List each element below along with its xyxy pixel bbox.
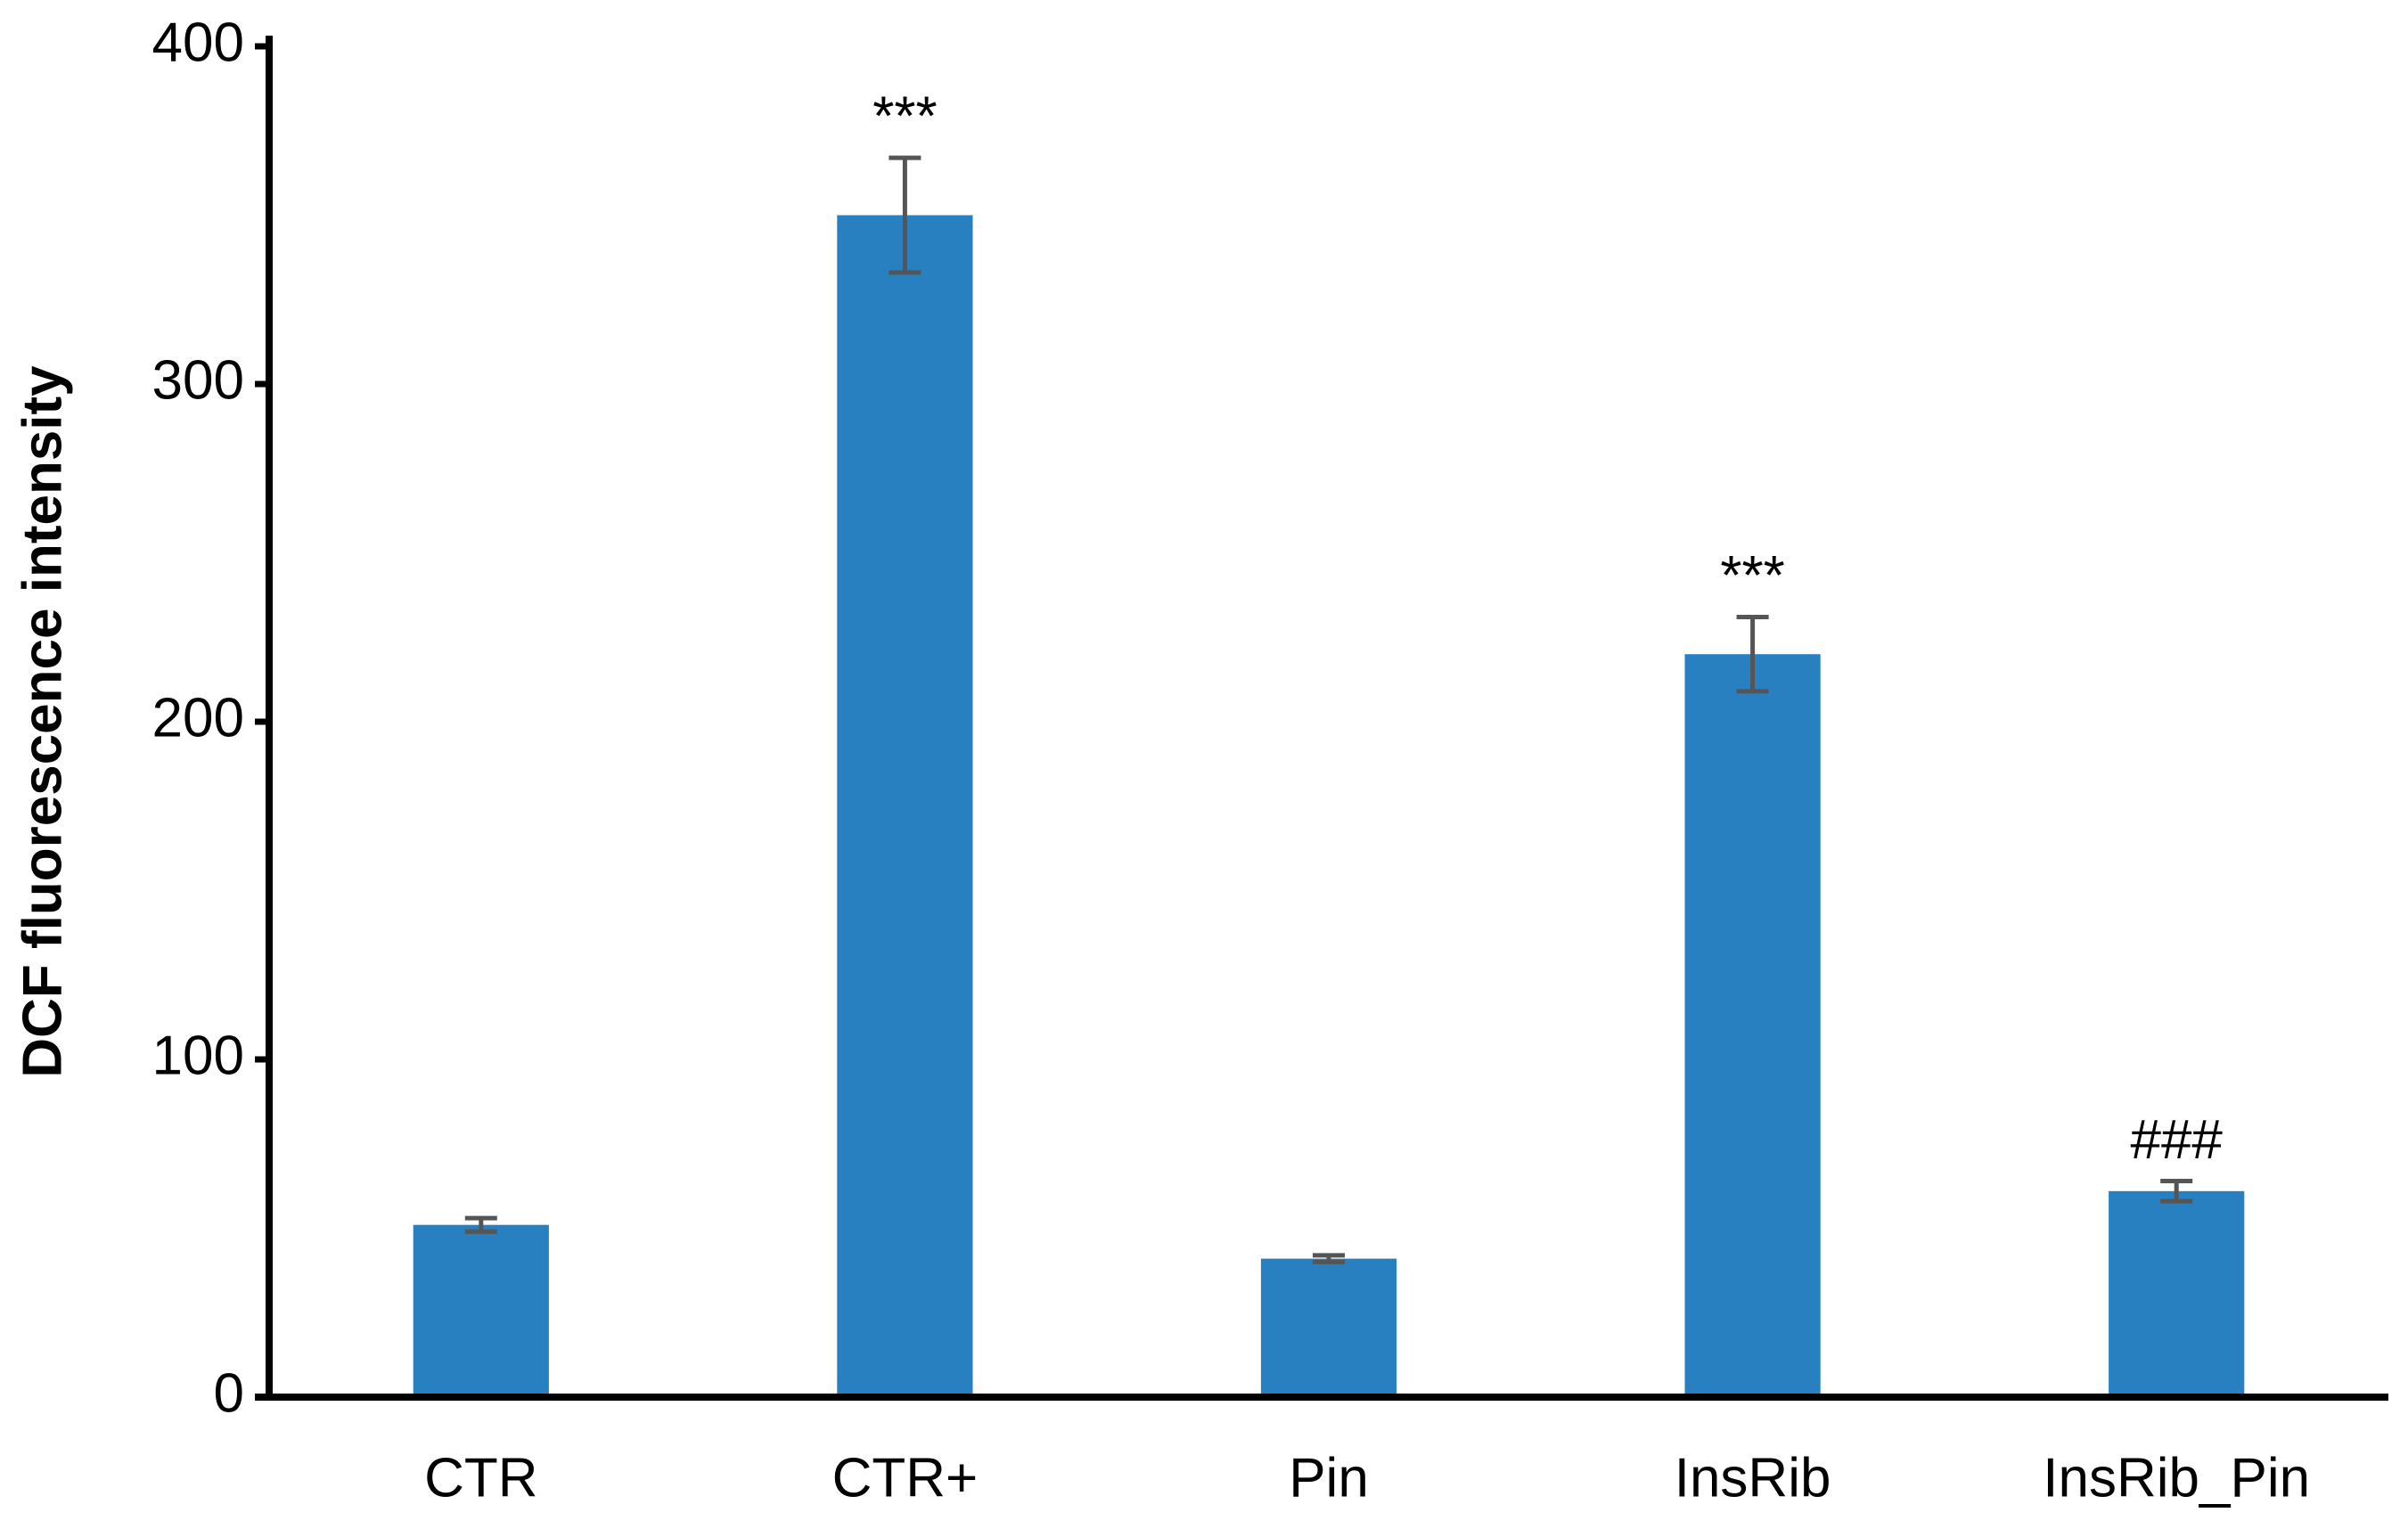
y-tick-label: 300 [152, 349, 244, 411]
x-tick-label: InsRib_Pin [2043, 1447, 2310, 1508]
significance-label: ### [2130, 1109, 2223, 1171]
x-tick-label: CTR [424, 1447, 537, 1508]
bar [413, 1224, 549, 1397]
x-tick-label: CTR+ [832, 1447, 979, 1508]
significance-label: *** [872, 86, 937, 147]
bar [837, 215, 973, 1397]
error-bar [464, 1215, 497, 1234]
error-bar [1313, 1253, 1345, 1264]
bar [1684, 654, 1821, 1397]
x-tick-label: Pin [1289, 1447, 1369, 1508]
y-axis-title: DCF fluorescence intensity [12, 365, 73, 1078]
bar [2109, 1190, 2245, 1397]
y-tick-label: 100 [152, 1025, 244, 1086]
y-tick-label: 200 [152, 687, 244, 748]
y-tick-label: 0 [214, 1362, 244, 1424]
x-tick-label: InsRib [1675, 1447, 1831, 1508]
bar [1260, 1258, 1397, 1397]
y-tick-label: 400 [152, 12, 244, 73]
error-bar [2160, 1178, 2193, 1204]
significance-label: *** [1720, 545, 1784, 607]
error-bar [889, 155, 921, 275]
error-bar [1736, 615, 1769, 694]
